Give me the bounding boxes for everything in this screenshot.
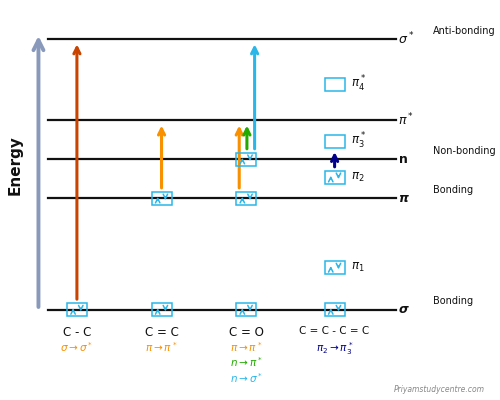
Bar — [324, 261, 344, 274]
Text: Priyamstudycentre.com: Priyamstudycentre.com — [394, 385, 484, 394]
Bar — [324, 171, 344, 184]
Text: C = O: C = O — [228, 326, 264, 339]
Text: $\sigma \rightarrow \sigma^*$: $\sigma \rightarrow \sigma^*$ — [60, 340, 94, 354]
Text: C = C: C = C — [144, 326, 178, 339]
Text: Anti-bonding: Anti-bonding — [433, 26, 496, 36]
Text: C = C - C = C: C = C - C = C — [300, 326, 370, 336]
Text: C - C: C - C — [62, 326, 91, 339]
Text: $\pi_3^*$: $\pi_3^*$ — [351, 131, 366, 152]
Text: Bonding: Bonding — [433, 185, 473, 195]
Text: $\pi \rightarrow \pi^*$: $\pi \rightarrow \pi^*$ — [146, 340, 178, 354]
Text: Bonding: Bonding — [433, 296, 473, 306]
Bar — [152, 192, 172, 205]
Bar — [324, 304, 344, 316]
Bar — [236, 192, 256, 205]
Text: $\boldsymbol{\sigma}$: $\boldsymbol{\sigma}$ — [398, 303, 410, 316]
Text: $\pi \rightarrow \pi^*$: $\pi \rightarrow \pi^*$ — [230, 340, 262, 354]
Text: $\pi_2$: $\pi_2$ — [351, 171, 364, 184]
Text: $\pi_4^*$: $\pi_4^*$ — [351, 74, 366, 94]
Bar — [152, 304, 172, 316]
Text: $\boldsymbol{\sigma^*}$: $\boldsymbol{\sigma^*}$ — [398, 31, 415, 47]
Bar — [67, 304, 87, 316]
Bar — [324, 135, 344, 148]
Text: $\boldsymbol{\pi}$: $\boldsymbol{\pi}$ — [398, 192, 410, 205]
Bar — [236, 153, 256, 166]
Text: $\pi_1$: $\pi_1$ — [351, 261, 364, 274]
Text: Non-bonding: Non-bonding — [433, 146, 496, 156]
Text: $n \rightarrow \sigma^*$: $n \rightarrow \sigma^*$ — [230, 371, 262, 385]
Text: $\mathbf{n}$: $\mathbf{n}$ — [398, 153, 408, 166]
Text: $n \rightarrow \pi^*$: $n \rightarrow \pi^*$ — [230, 356, 262, 369]
Text: $\boldsymbol{\pi^*}$: $\boldsymbol{\pi^*}$ — [398, 112, 414, 129]
Text: $\pi_2 \rightarrow \pi_3^*$: $\pi_2 \rightarrow \pi_3^*$ — [316, 340, 354, 357]
Bar — [236, 304, 256, 316]
Text: Energy: Energy — [8, 136, 23, 195]
Bar — [324, 78, 344, 90]
